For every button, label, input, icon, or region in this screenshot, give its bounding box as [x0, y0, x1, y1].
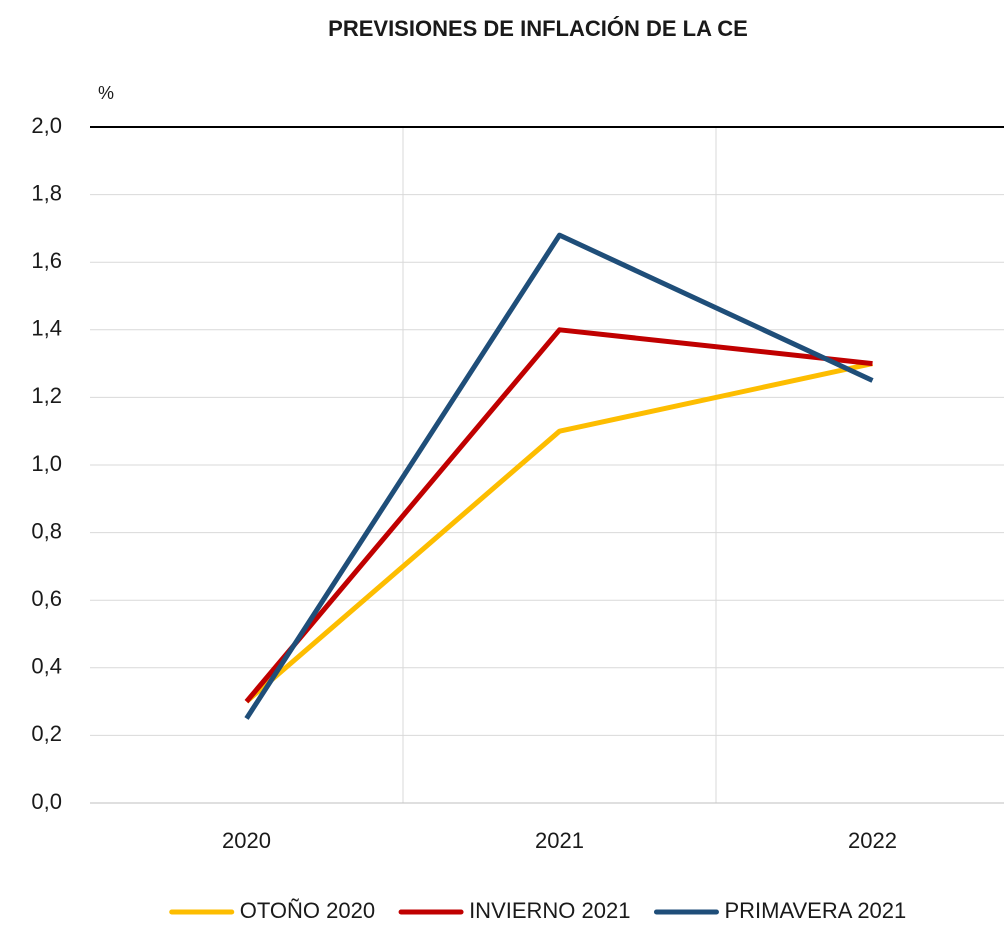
y-tick-label: 1,6 — [31, 248, 62, 273]
x-tick-label: 2020 — [222, 828, 271, 853]
legend-label: OTOÑO 2020 — [240, 898, 375, 923]
y-tick-label: 1,8 — [31, 180, 62, 205]
legend-label: PRIMAVERA 2021 — [724, 898, 906, 923]
y-tick-label: 0,8 — [31, 518, 62, 543]
y-tick-label: 0,4 — [31, 654, 62, 679]
chart-title: PREVISIONES DE INFLACIÓN DE LA CE — [328, 16, 748, 41]
y-axis-label: % — [98, 83, 114, 103]
y-tick-label: 0,6 — [31, 586, 62, 611]
x-tick-label: 2022 — [848, 828, 897, 853]
y-tick-label: 0,2 — [31, 721, 62, 746]
series-line — [244, 361, 874, 704]
y-tick-label: 2,0 — [31, 113, 62, 138]
y-tick-label: 1,4 — [31, 316, 62, 341]
y-tick-label: 1,2 — [31, 383, 62, 408]
legend-label: INVIERNO 2021 — [469, 898, 630, 923]
x-tick-label: 2021 — [535, 828, 584, 853]
y-tick-label: 0,0 — [31, 789, 62, 814]
series-line — [244, 327, 873, 704]
series-line — [244, 232, 874, 720]
y-tick-label: 1,0 — [31, 451, 62, 476]
